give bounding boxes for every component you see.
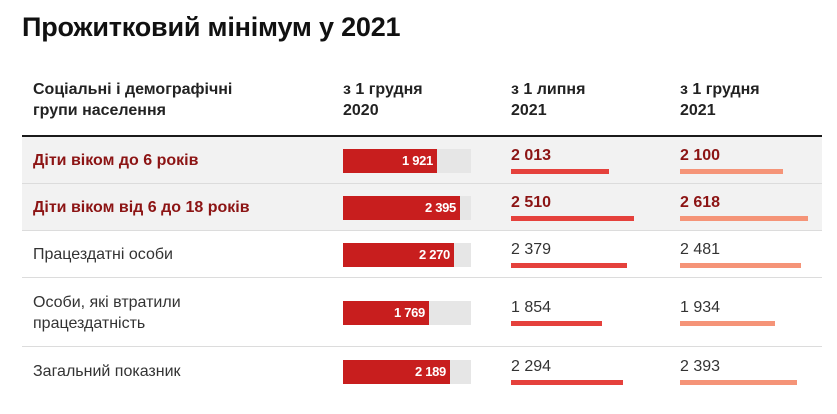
row-label: Діти віком до 6 років: [33, 150, 198, 171]
header-col1-line1: з 1 грудня: [343, 81, 423, 98]
chart-title: Прожитковий мінімум у 2021: [22, 12, 401, 42]
december-line: [680, 380, 797, 385]
header-col3-line1: з 1 грудня: [680, 81, 760, 98]
bar-value-label: 1 921: [401, 153, 433, 168]
july-value-label: 2 013: [511, 147, 552, 164]
header-col1: з 1 грудня 2020: [343, 79, 423, 121]
bar: 2 270: [343, 243, 454, 267]
row-label-line: Діти віком від 6 до 18 років: [33, 199, 250, 216]
bar-value-label: 2 270: [418, 247, 450, 262]
row-divider: [22, 183, 822, 184]
row-divider: [22, 346, 822, 347]
bar: 1 921: [343, 149, 437, 173]
bar-value-label: 2 189: [414, 364, 446, 379]
bar-track: 2 395: [343, 196, 471, 220]
bar-value-label: 2 395: [424, 200, 456, 215]
row-label-line: працездатність: [33, 315, 146, 332]
december-value-label: 2 618: [680, 194, 721, 211]
july-line: [511, 321, 602, 326]
july-line: [511, 380, 623, 385]
row-label-line: Загальний показник: [33, 363, 181, 380]
table-row: Особи, які втратили працездатність: [22, 278, 822, 347]
header-group: Соціальні і демографічні групи населення: [33, 79, 232, 121]
header-col2: з 1 липня 2021: [511, 79, 585, 121]
bar: 2 395: [343, 196, 460, 220]
bar-track: 2 270: [343, 243, 471, 267]
row-divider: [22, 277, 822, 278]
row-label-line: Особи, які втратили: [33, 294, 181, 311]
row-label-line: Діти віком до 6 років: [33, 152, 199, 169]
july-value-label: 2 510: [511, 194, 552, 211]
december-line: [680, 263, 801, 268]
december-value-label: 2 100: [680, 147, 721, 164]
july-value-label: 1 854: [511, 299, 552, 316]
december-line: [680, 321, 775, 326]
bar-track: 1 921: [343, 149, 471, 173]
december-line: [680, 216, 808, 221]
bar: 2 189: [343, 360, 450, 384]
july-line: [511, 216, 634, 221]
header-col3: з 1 грудня 2021: [680, 79, 760, 121]
row-label: Загальний показник: [33, 361, 181, 382]
table-row: Працездатні особи: [22, 231, 822, 278]
header-group-line1: Соціальні і демографічні: [33, 81, 233, 98]
december-value-label: 2 481: [680, 241, 721, 258]
row-label: Працездатні особи: [33, 244, 173, 265]
header-col1-line2: 2020: [343, 102, 379, 119]
december-value-label: 2 393: [680, 358, 721, 375]
row-label-line: Працездатні особи: [33, 246, 173, 263]
table-row: Загальний показник: [22, 347, 822, 396]
december-value-label: 1 934: [680, 299, 721, 316]
july-line: [511, 263, 627, 268]
july-line: [511, 169, 609, 174]
july-value-label: 2 294: [511, 358, 552, 375]
table-row: Діти віком від 6 до 18 років: [22, 184, 822, 231]
header-col2-line2: 2021: [511, 102, 547, 119]
bar-value-label: 1 769: [393, 305, 425, 320]
header-col3-line2: 2021: [680, 102, 716, 119]
row-label: Особи, які втратили працездатність: [33, 292, 181, 334]
december-line: [680, 169, 783, 174]
bar: 1 769: [343, 301, 429, 325]
header-col2-line1: з 1 липня: [511, 81, 586, 98]
row-label: Діти віком від 6 до 18 років: [33, 197, 250, 218]
header-group-line2: групи населення: [33, 102, 166, 119]
header-divider: [22, 135, 822, 137]
bar-track: 2 189: [343, 360, 471, 384]
bar-track: 1 769: [343, 301, 471, 325]
july-value-label: 2 379: [511, 241, 552, 258]
row-divider: [22, 230, 822, 231]
